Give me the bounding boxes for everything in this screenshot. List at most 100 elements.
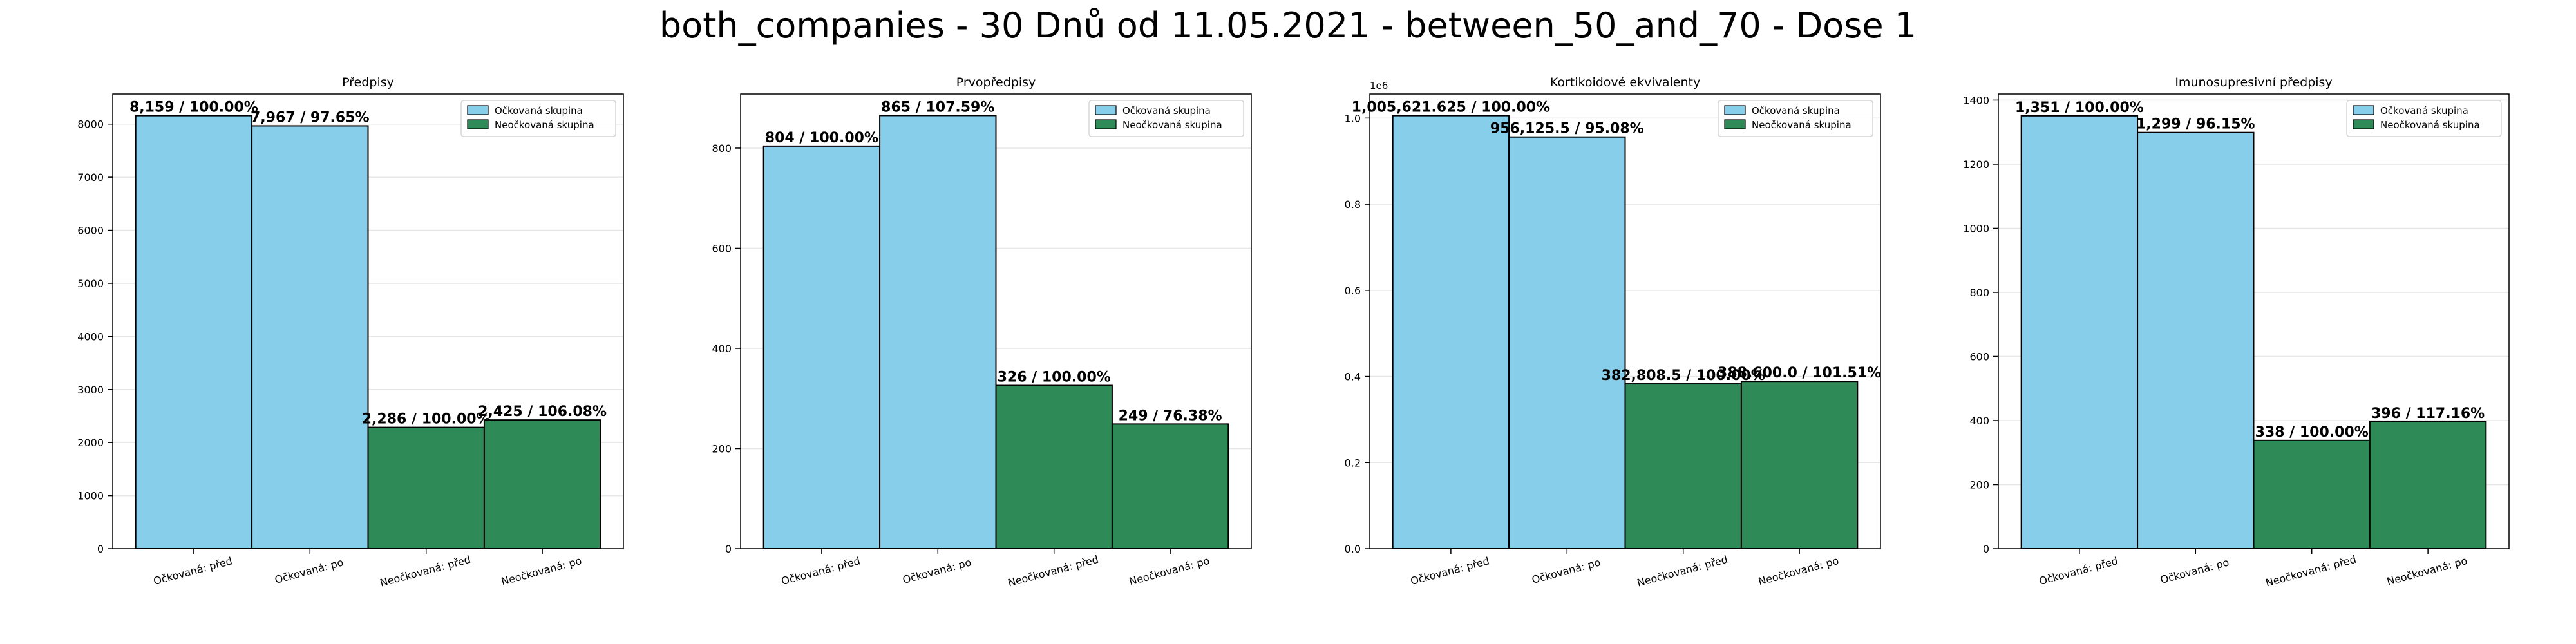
- subplot-3: 1,005,621.625 / 100.00% Očkovaná: před 956…: [1345, 75, 1882, 589]
- legend-swatch-2: [1724, 119, 1746, 129]
- subplot-title: Imunosupresivní předpisy: [2175, 75, 2332, 90]
- x-tick-label-1: Očkovaná: před: [1409, 554, 1491, 587]
- x-tick-label-2: Očkovaná: po: [2159, 556, 2231, 586]
- bar-label-1: 8,159 / 100.00%: [129, 100, 258, 116]
- legend-swatch-1: [1724, 105, 1746, 115]
- bar-1: [135, 115, 253, 549]
- bar-1: [2020, 115, 2139, 549]
- bar-label-4: 249 / 76.38%: [1119, 408, 1222, 424]
- legend-label-2: Neočkovaná skupina: [1752, 119, 1852, 131]
- bar-3: [2253, 439, 2371, 549]
- y-tick-label: 0.4: [1345, 371, 1361, 383]
- y-tick-label: 600: [1969, 350, 1989, 363]
- bar-3: [367, 426, 485, 550]
- y-tick-label: 200: [1969, 478, 1989, 491]
- bar-label-1: 804 / 100.00%: [765, 130, 878, 146]
- figure-title: both_companies - 30 Dnů od 11.05.2021 - …: [659, 5, 1917, 46]
- legend-swatch-1: [2353, 105, 2374, 115]
- y-tick-label: 600: [712, 242, 732, 254]
- legend-label-2: Neočkovaná skupina: [1122, 119, 1222, 131]
- x-tick-label-4: Neočkovaná: po: [500, 554, 583, 588]
- bar-4: [483, 419, 601, 550]
- x-tick-label-3: Neočkovaná: před: [1636, 553, 1729, 589]
- x-tick-label-2: Očkovaná: po: [1531, 556, 1602, 586]
- y-tick-label: 0.6: [1345, 285, 1361, 297]
- legend-label-1: Očkovaná skupina: [495, 105, 583, 117]
- legend-label-2: Neočkovaná skupina: [2380, 119, 2480, 131]
- bar-label-3: 326 / 100.00%: [998, 370, 1111, 386]
- legend-swatch-2: [2353, 119, 2374, 129]
- axes-frame: [112, 93, 624, 549]
- bar-label-1: 1,351 / 100.00%: [2015, 100, 2144, 116]
- y-tick-label: 5000: [77, 278, 104, 290]
- bar-1: [1392, 115, 1510, 549]
- bar-2: [251, 125, 369, 549]
- bar-3: [1624, 383, 1742, 549]
- bar-label-4: 2,425 / 106.08%: [478, 404, 607, 420]
- y-tick-label: 200: [712, 442, 732, 455]
- x-tick-label-2: Očkovaná: po: [274, 556, 345, 586]
- subplot-1: 8,159 / 100.00% Očkovaná: před 7,967 / 97.…: [77, 75, 624, 589]
- subplot-title: Prvopředpisy: [956, 75, 1036, 90]
- bar-label-2: 1,299 / 96.15%: [2136, 117, 2255, 133]
- legend: Očkovaná skupina Neočkovaná skupina: [1718, 100, 1873, 137]
- y-tick-label: 400: [1969, 415, 1989, 427]
- y-tick-label: 0: [1983, 543, 1989, 555]
- legend: Očkovaná skupina Neočkovaná skupina: [2346, 100, 2502, 137]
- axes-frame: [1369, 93, 1881, 549]
- legend-swatch-2: [467, 119, 489, 129]
- legend-swatch-1: [467, 105, 489, 115]
- axes-frame: [740, 93, 1252, 549]
- x-tick-label-4: Neočkovaná: po: [1128, 554, 1211, 588]
- y-tick-label: 7000: [77, 171, 104, 184]
- y-tick-label: 0.2: [1345, 457, 1361, 469]
- y-tick-label: 4000: [77, 330, 104, 343]
- x-tick-label-4: Neočkovaná: po: [2385, 554, 2468, 588]
- x-tick-label-1: Očkovaná: před: [780, 554, 862, 587]
- y-tick-label: 0.0: [1345, 543, 1361, 555]
- bar-2: [2137, 131, 2255, 549]
- bar-label-2: 956,125.5 / 95.08%: [1490, 121, 1644, 137]
- bar-1: [762, 145, 881, 549]
- y-tick-label: 800: [1969, 287, 1989, 299]
- bar-label-4: 396 / 117.16%: [2371, 406, 2485, 422]
- bar-label-3: 2,286 / 100.00%: [362, 412, 491, 428]
- bar-4: [1740, 381, 1859, 549]
- y-tick-label: 0.8: [1345, 198, 1361, 211]
- x-tick-label-2: Očkovaná: po: [902, 556, 973, 586]
- subplot-4: 1,351 / 100.00% Očkovaná: před 1,299 / 96.…: [1963, 75, 2510, 589]
- x-tick-label-3: Neočkovaná: před: [2264, 553, 2358, 589]
- bar-label-3: 338 / 100.00%: [2255, 424, 2369, 440]
- y-tick-label: 2000: [77, 437, 104, 449]
- y-tick-label: 1000: [77, 490, 104, 502]
- bar-3: [995, 384, 1113, 549]
- y-tick-label: 0: [725, 543, 732, 555]
- legend-swatch-2: [1095, 119, 1117, 129]
- bar-2: [1508, 136, 1626, 549]
- y-tick-label: 0: [97, 543, 104, 555]
- y-tick-label: 1200: [1963, 158, 1989, 171]
- legend-frame: [1718, 100, 1873, 137]
- legend-frame: [460, 100, 616, 137]
- x-tick-label-1: Očkovaná: před: [152, 554, 234, 587]
- bar-4: [2369, 421, 2487, 549]
- bar-label-3: 382,808.5 / 100.00%: [1602, 368, 1765, 384]
- x-tick-label-1: Očkovaná: před: [2038, 554, 2119, 587]
- bar-label-4: 388,600.0 / 101.51%: [1718, 365, 1881, 381]
- legend-swatch-1: [1095, 105, 1117, 115]
- axes-frame: [1998, 93, 2510, 549]
- legend-label-1: Očkovaná skupina: [1752, 105, 1840, 117]
- x-tick-label-3: Neočkovaná: před: [1007, 553, 1100, 589]
- y-tick-label: 8000: [77, 118, 104, 131]
- legend-frame: [2346, 100, 2502, 137]
- legend-label-2: Neočkovaná skupina: [495, 119, 594, 131]
- legend: Očkovaná skupina Neočkovaná skupina: [1088, 100, 1244, 137]
- bar-label-1: 1,005,621.625 / 100.00%: [1352, 100, 1550, 116]
- subplot-title: Kortikoidové ekvivalenty: [1550, 75, 1700, 90]
- y-tick-label: 1000: [1963, 222, 1989, 234]
- y-tick-label: 6000: [77, 225, 104, 237]
- legend-label-1: Očkovaná skupina: [2380, 105, 2468, 117]
- y-offset-text: 1e6: [1370, 80, 1388, 91]
- y-tick-label: 1.0: [1345, 112, 1361, 124]
- subplot-2: 804 / 100.00% Očkovaná: před 865 / 107.59%…: [712, 75, 1252, 589]
